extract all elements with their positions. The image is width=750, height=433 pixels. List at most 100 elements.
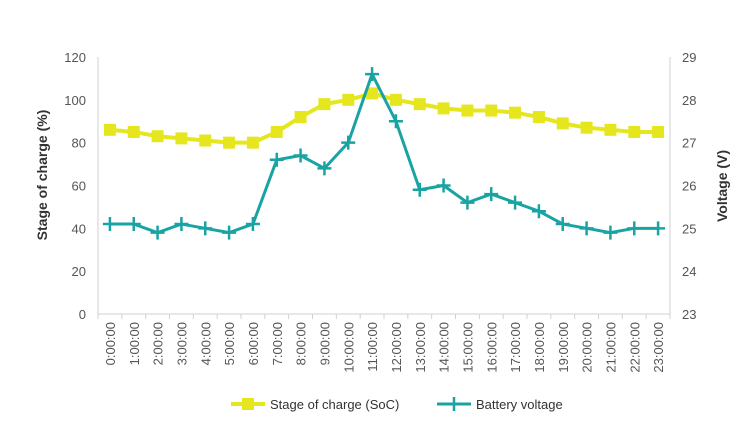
voltage-point xyxy=(341,135,356,150)
x-tick-label: 23:00:00 xyxy=(651,322,666,373)
soc-point xyxy=(127,125,140,138)
voltage-point xyxy=(651,221,666,236)
voltage-point xyxy=(388,114,403,129)
x-tick-label: 16:00:00 xyxy=(484,322,499,373)
soc-point xyxy=(294,110,307,123)
x-tick-label: 13:00:00 xyxy=(413,322,428,373)
soc-point xyxy=(199,134,212,147)
voltage-point xyxy=(603,225,618,240)
soc-point xyxy=(342,93,355,106)
voltage-point xyxy=(222,225,237,240)
left-axis-ticks: 0 20 40 60 80 100 120 xyxy=(64,50,86,322)
soc-point xyxy=(413,98,426,111)
soc-point xyxy=(556,117,569,130)
y-tick-label: 120 xyxy=(64,50,86,65)
soc-point xyxy=(509,106,522,119)
x-tick-label: 22:00:00 xyxy=(627,322,642,373)
voltage-point xyxy=(436,178,451,193)
legend: Stage of charge (SoC) Battery voltage xyxy=(231,397,563,412)
soc-point xyxy=(461,104,474,117)
y-right-tick-label: 24 xyxy=(682,264,696,279)
x-tick-label: 15:00:00 xyxy=(460,322,475,373)
y-axis-title: Stage of charge (%) xyxy=(34,110,50,241)
soc-point xyxy=(246,136,259,149)
y-right-tick-label: 25 xyxy=(682,221,696,236)
y-tick-label: 0 xyxy=(79,307,86,322)
voltage-point xyxy=(531,204,546,219)
y-right-tick-label: 27 xyxy=(682,136,696,151)
x-tick-label: 7:00:00 xyxy=(270,322,285,365)
voltage-point xyxy=(365,67,380,82)
x-tick-label: 19:00:00 xyxy=(556,322,571,373)
soc-point xyxy=(652,125,665,138)
voltage-point xyxy=(555,217,570,232)
y-tick-label: 100 xyxy=(64,93,86,108)
x-tick-label: 12:00:00 xyxy=(389,322,404,373)
y-right-tick-label: 28 xyxy=(682,93,696,108)
x-tick-label: 14:00:00 xyxy=(437,322,452,373)
x-tick-label: 20:00:00 xyxy=(580,322,595,373)
voltage-point xyxy=(174,217,189,232)
voltage-point xyxy=(627,221,642,236)
x-tick-label: 17:00:00 xyxy=(508,322,523,373)
x-tick-label: 6:00:00 xyxy=(246,322,261,365)
voltage-point xyxy=(198,221,213,236)
voltage-point xyxy=(484,187,499,202)
x-tick-label: 2:00:00 xyxy=(151,322,166,365)
right-axis-ticks: 23 24 25 26 27 28 29 xyxy=(682,50,696,322)
legend-voltage-marker xyxy=(447,397,461,411)
x-tick-label: 9:00:00 xyxy=(317,322,332,365)
soc-point xyxy=(604,123,617,136)
soc-point xyxy=(437,102,450,115)
soc-point xyxy=(485,104,498,117)
voltage-point xyxy=(412,182,427,197)
soc-point xyxy=(628,125,641,138)
y-tick-label: 20 xyxy=(72,264,86,279)
y-axis-right-title: Voltage (V) xyxy=(714,150,730,222)
x-tick-label: 0:00:00 xyxy=(103,322,118,365)
voltage-point xyxy=(126,217,141,232)
soc-point xyxy=(151,130,164,143)
x-tick-label: 8:00:00 xyxy=(294,322,309,365)
soc-point xyxy=(532,110,545,123)
y-tick-label: 80 xyxy=(72,136,86,151)
x-tick-label: 3:00:00 xyxy=(174,322,189,365)
y-right-tick-label: 23 xyxy=(682,307,696,322)
x-tick-label: 18:00:00 xyxy=(532,322,547,373)
soc-point xyxy=(366,87,379,100)
y-right-tick-label: 29 xyxy=(682,50,696,65)
soc-point xyxy=(318,98,331,111)
legend-soc-label: Stage of charge (SoC) xyxy=(270,397,399,412)
series-line-1 xyxy=(109,72,659,235)
y-right-tick-label: 26 xyxy=(682,179,696,194)
soc-point xyxy=(270,125,283,138)
soc-point xyxy=(389,93,402,106)
voltage-point xyxy=(317,161,332,176)
x-tick-label: 5:00:00 xyxy=(222,322,237,365)
voltage-point xyxy=(150,225,165,240)
x-tick-label: 4:00:00 xyxy=(198,322,213,365)
x-tick-label: 21:00:00 xyxy=(603,322,618,373)
voltage-point xyxy=(579,221,594,236)
legend-item-voltage: Battery voltage xyxy=(437,397,563,412)
x-tick-label: 11:00:00 xyxy=(365,322,380,372)
y-tick-label: 60 xyxy=(72,179,86,194)
x-tick-label: 10:00:00 xyxy=(341,322,356,373)
soc-point xyxy=(175,132,188,145)
voltage-point xyxy=(269,152,284,167)
legend-item-soc: Stage of charge (SoC) xyxy=(231,397,399,412)
legend-voltage-label: Battery voltage xyxy=(476,397,563,412)
soc-point xyxy=(580,121,593,134)
soc-point xyxy=(223,136,236,149)
x-tick-label: 1:00:00 xyxy=(127,322,142,365)
y-tick-label: 40 xyxy=(72,221,86,236)
soc-point xyxy=(103,123,116,136)
voltage-point xyxy=(460,195,475,210)
x-axis-ticks: 0:00:00 1:00:00 2:00:00 3:00:00 4:00:00 5:00:… xyxy=(97,314,671,373)
legend-soc-marker xyxy=(242,398,254,410)
voltage-point xyxy=(102,217,117,232)
voltage-point xyxy=(508,195,523,210)
series-layer xyxy=(102,67,666,240)
voltage-point xyxy=(293,148,308,163)
